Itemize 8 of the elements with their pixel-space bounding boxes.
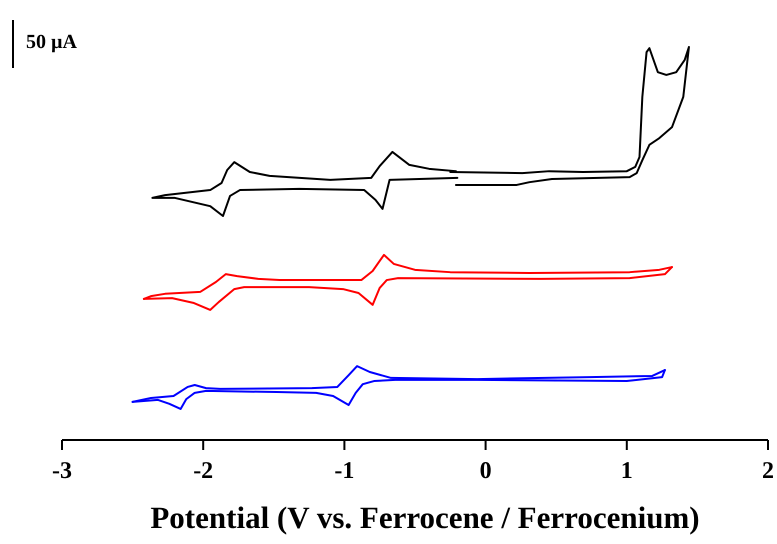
x-axis-title: Potential (V vs. Ferrocene / Ferrocenium): [150, 500, 700, 535]
x-tick-label: -1: [334, 458, 354, 484]
annotation: 50 µA: [26, 31, 78, 53]
x-tick-label: 1: [620, 458, 633, 484]
x-tick-label: 2: [762, 458, 774, 484]
x-tick-label: 0: [480, 458, 492, 484]
x-tick-label: -3: [52, 458, 72, 484]
x-tick-label: -2: [193, 458, 214, 484]
